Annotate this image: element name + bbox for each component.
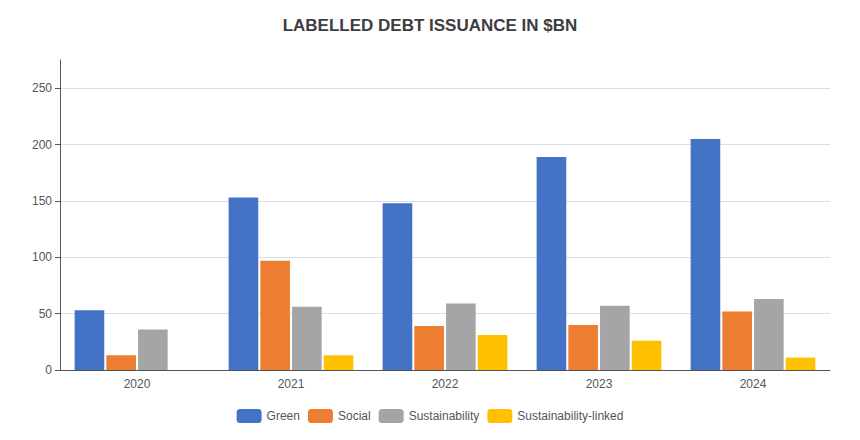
svg-text:2022: 2022 (432, 377, 459, 391)
svg-text:2021: 2021 (278, 377, 305, 391)
svg-text:200: 200 (32, 138, 52, 152)
svg-text:Green: Green (267, 409, 300, 423)
svg-text:250: 250 (32, 81, 52, 95)
svg-text:2023: 2023 (586, 377, 613, 391)
svg-text:2020: 2020 (124, 377, 151, 391)
svg-text:LABELLED DEBT ISSUANCE IN $BN: LABELLED DEBT ISSUANCE IN $BN (283, 16, 578, 35)
svg-text:Sustainability: Sustainability (409, 409, 480, 423)
svg-text:Sustainability-linked: Sustainability-linked (517, 409, 623, 423)
svg-text:150: 150 (32, 194, 52, 208)
svg-text:50: 50 (39, 307, 53, 321)
svg-text:Social: Social (338, 409, 371, 423)
svg-text:100: 100 (32, 250, 52, 264)
svg-text:0: 0 (45, 363, 52, 377)
svg-text:2024: 2024 (740, 377, 767, 391)
